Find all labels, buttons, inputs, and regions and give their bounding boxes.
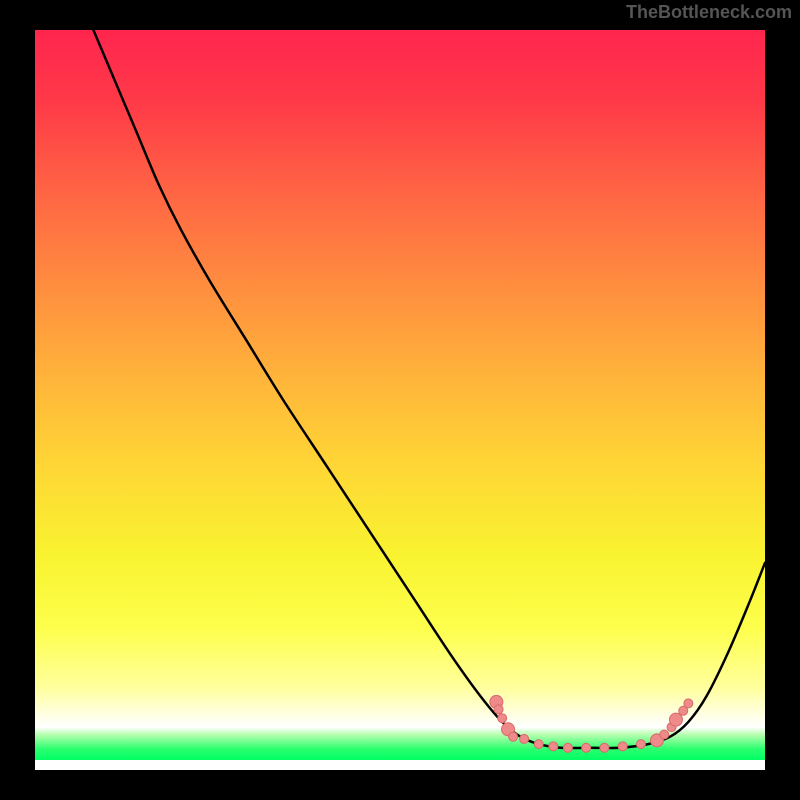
data-marker (494, 705, 503, 714)
data-marker (563, 743, 572, 752)
bottleneck-curve (93, 30, 765, 748)
data-marker (520, 734, 529, 743)
data-marker (618, 742, 627, 751)
data-marker (582, 743, 591, 752)
data-marker (684, 699, 693, 708)
marker-group (490, 695, 693, 752)
data-marker (660, 730, 669, 739)
data-marker (669, 713, 682, 726)
data-marker (509, 732, 518, 741)
data-marker (636, 740, 645, 749)
watermark-text: TheBottleneck.com (626, 2, 792, 23)
data-marker (549, 742, 558, 751)
data-marker (534, 740, 543, 749)
data-marker (498, 714, 507, 723)
plot-area (35, 30, 765, 770)
curve-layer (35, 30, 765, 770)
data-marker (600, 743, 609, 752)
